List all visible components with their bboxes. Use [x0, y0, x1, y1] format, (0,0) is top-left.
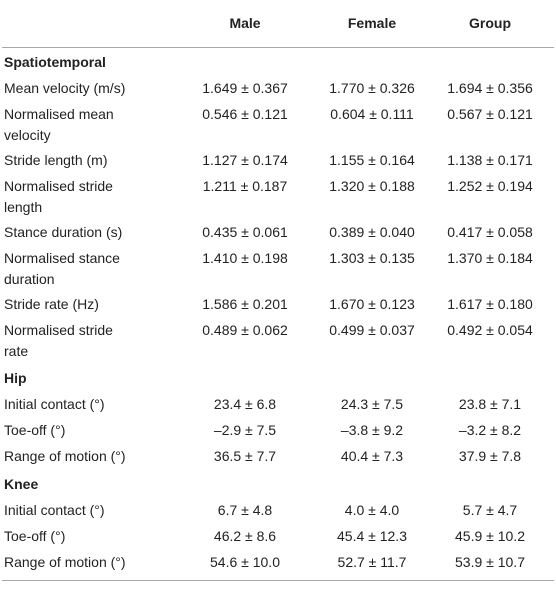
cell-value: 0.489 ± 0.062	[202, 322, 288, 338]
cell-value: 1.252 ± 0.194	[447, 178, 533, 194]
table-body: Spatiotemporal Mean velocity (m/s) 1.649 ±…	[2, 48, 554, 581]
cell-value: 0.499 ± 0.037	[329, 322, 415, 338]
column-header: Group	[426, 0, 554, 48]
row-label: Initial contact (°)	[4, 396, 105, 412]
data-row: Range of motion (°) 54.6 ± 10.0 52.7 ± 11.…	[2, 550, 554, 581]
cell-value: 0.389 ± 0.040	[329, 224, 415, 240]
header-row: Male Female Group	[2, 0, 554, 48]
data-row: Initial contact (°) 23.4 ± 6.8 24.3 ± 7.5 2…	[2, 392, 554, 418]
cell-value: 23.4 ± 6.8	[213, 396, 277, 412]
cell-value: 1.127 ± 0.174	[202, 152, 288, 168]
data-row: Stride rate (Hz) 1.586 ± 0.201 1.670 ± 0.1…	[2, 292, 554, 318]
row-label: Toe-off (°)	[4, 422, 66, 438]
header-corner	[2, 0, 172, 48]
cell-value: 1.320 ± 0.188	[329, 178, 415, 194]
cell-value: –3.8 ± 9.2	[340, 422, 404, 438]
cell-value: 1.370 ± 0.184	[447, 250, 533, 266]
cell-value: 37.9 ± 7.8	[458, 448, 522, 464]
cell-value: 0.604 ± 0.111	[330, 106, 414, 122]
cell-value: 1.649 ± 0.367	[202, 80, 288, 96]
cell-value: 52.7 ± 11.7	[318, 550, 426, 581]
data-table: Male Female Group Spatiotemporal Mean veloc…	[2, 0, 554, 581]
cell-value: –2.9 ± 7.5	[213, 422, 277, 438]
row-label: Initial contact (°)	[4, 502, 105, 518]
cell-value: 46.2 ± 8.6	[213, 528, 277, 544]
section-row: Hip	[2, 364, 554, 392]
cell-value: 6.7 ± 4.8	[217, 502, 273, 518]
cell-value: 0.567 ± 0.121	[447, 106, 533, 122]
cell-value: 1.586 ± 0.201	[202, 296, 288, 312]
section-title: Knee	[4, 476, 39, 492]
cell-value: 1.410 ± 0.198	[202, 250, 288, 266]
data-row: Mean velocity (m/s) 1.649 ± 0.367 1.770 ± …	[2, 76, 554, 102]
cell-value: 23.8 ± 7.1	[458, 396, 522, 412]
column-header: Female	[318, 0, 426, 48]
row-label: Normalised mean velocity	[4, 106, 114, 143]
cell-value: 1.138 ± 0.171	[447, 152, 533, 168]
row-label: Normalised stride rate	[4, 322, 113, 359]
cell-value: 1.770 ± 0.326	[329, 80, 415, 96]
column-header: Male	[172, 0, 318, 48]
section-title: Hip	[4, 370, 27, 386]
cell-value: 36.5 ± 7.7	[213, 448, 277, 464]
cell-value: 54.6 ± 10.0	[172, 550, 318, 581]
data-row: Range of motion (°) 36.5 ± 7.7 40.4 ± 7.3 3…	[2, 444, 554, 470]
data-row: Initial contact (°) 6.7 ± 4.8 4.0 ± 4.0 5.7…	[2, 498, 554, 524]
cell-value: –3.2 ± 8.2	[458, 422, 522, 438]
cell-value: 1.211 ± 0.187	[202, 178, 288, 194]
row-label: Toe-off (°)	[4, 528, 66, 544]
section-row: Spatiotemporal	[2, 48, 554, 77]
cell-value: 4.0 ± 4.0	[344, 502, 400, 518]
cell-value: 45.4 ± 12.3	[337, 528, 407, 544]
cell-value: 5.7 ± 4.7	[462, 502, 518, 518]
cell-value: 1.617 ± 0.180	[447, 296, 533, 312]
section-row: Knee	[2, 470, 554, 498]
data-row: Normalised stride length 1.211 ± 0.187 1.3…	[2, 174, 554, 220]
cell-value: 0.546 ± 0.121	[202, 106, 288, 122]
cell-value: 0.492 ± 0.054	[447, 322, 533, 338]
section-title: Spatiotemporal	[4, 54, 106, 70]
row-label: Normalised stride length	[4, 178, 113, 215]
data-row: Normalised stride rate 0.489 ± 0.062 0.499…	[2, 318, 554, 364]
row-label: Mean velocity (m/s)	[4, 80, 126, 96]
row-label: Stride rate (Hz)	[4, 296, 99, 312]
data-row: Stance duration (s) 0.435 ± 0.061 0.389 ± …	[2, 220, 554, 246]
cell-value: 1.303 ± 0.135	[329, 250, 415, 266]
cell-value: 45.9 ± 10.2	[455, 528, 525, 544]
data-row: Normalised mean velocity 0.546 ± 0.121 0.6…	[2, 102, 554, 148]
data-row: Stride length (m) 1.127 ± 0.174 1.155 ± 0.…	[2, 148, 554, 174]
cell-value: 1.155 ± 0.164	[329, 152, 415, 168]
cell-value: 0.435 ± 0.061	[202, 224, 288, 240]
cell-value: 53.9 ± 10.7	[426, 550, 554, 581]
row-label: Range of motion (°)	[2, 550, 172, 581]
cell-value: 1.670 ± 0.123	[329, 296, 415, 312]
row-label: Stride length (m)	[4, 152, 108, 168]
cell-value: 40.4 ± 7.3	[340, 448, 404, 464]
data-row: Toe-off (°) –2.9 ± 7.5 –3.8 ± 9.2 –3.2 ± 8.…	[2, 418, 554, 444]
row-label: Stance duration (s)	[4, 224, 123, 240]
row-label: Range of motion (°)	[4, 448, 126, 464]
row-label: Normalised stance duration	[4, 250, 120, 287]
cell-value: 1.694 ± 0.356	[447, 80, 533, 96]
data-row: Toe-off (°) 46.2 ± 8.6 45.4 ± 12.3 45.9 ± 1…	[2, 524, 554, 550]
data-row: Normalised stance duration 1.410 ± 0.198 1…	[2, 246, 554, 292]
cell-value: 0.417 ± 0.058	[447, 224, 533, 240]
cell-value: 24.3 ± 7.5	[340, 396, 404, 412]
